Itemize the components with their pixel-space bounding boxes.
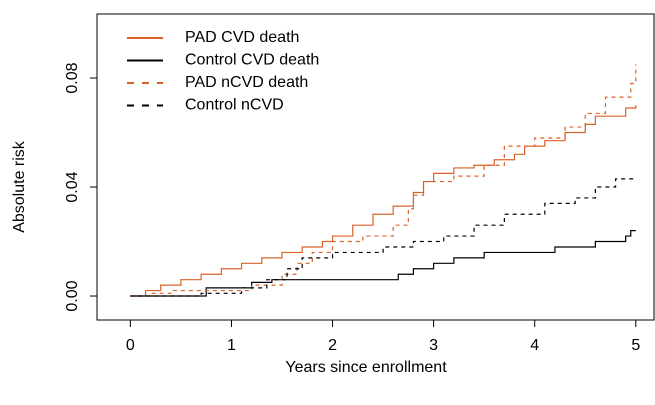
legend-label: Control nCVD [185, 97, 284, 114]
y-tick-label: 0.08 [64, 62, 81, 93]
y-axis-label: Absolute risk [11, 140, 28, 233]
y-tick-label: 0.04 [64, 171, 81, 202]
x-tick-label: 1 [227, 337, 236, 354]
series-line [130, 64, 637, 297]
x-tick-label: 5 [631, 337, 640, 354]
x-tick-label: 3 [429, 337, 438, 354]
y-tick-label: 0.00 [64, 280, 81, 311]
legend-label: Control CVD death [185, 52, 319, 69]
series-line [130, 105, 637, 297]
plot-frame [96, 13, 655, 321]
x-tick-label: 2 [328, 337, 337, 354]
x-tick-label: 4 [530, 337, 539, 354]
x-axis-label: Years since enrollment [285, 359, 447, 376]
x-tick-label: 0 [126, 337, 135, 354]
series-line [130, 230, 636, 297]
legend-label: PAD CVD death [185, 29, 299, 46]
legend-label: PAD nCVD death [185, 74, 308, 91]
series-line [130, 178, 636, 297]
